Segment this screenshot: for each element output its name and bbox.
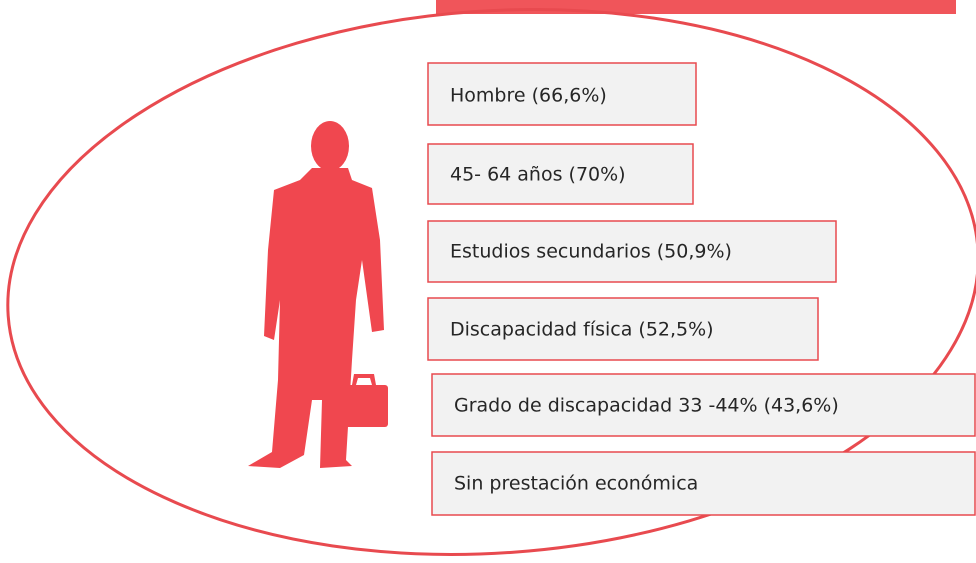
man-silhouette [248,121,388,468]
item-label: Estudios secundarios (50,9%) [450,241,732,263]
item-label: Sin prestación económica [454,473,698,495]
item-label: Grado de discapacidad 33 -44% (43,6%) [454,395,839,417]
item-label: Discapacidad física (52,5%) [450,319,714,341]
item-label: 45- 64 años (70%) [450,164,626,186]
item-label: Hombre (66,6%) [450,85,607,107]
attribute-list: Hombre (66,6%) 45- 64 años (70%) Estudio… [428,63,975,515]
infographic: Hombre (66,6%) 45- 64 años (70%) Estudio… [0,0,976,563]
top-bar [436,0,956,14]
page: Hombre (66,6%) 45- 64 años (70%) Estudio… [0,0,976,563]
